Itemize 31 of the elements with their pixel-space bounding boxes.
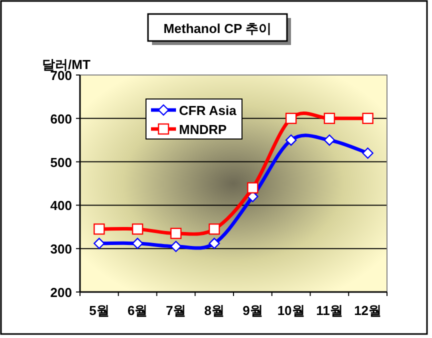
point [208,238,220,249]
point [208,223,220,235]
x-tick-label: 10월 [277,303,305,318]
y-tick-label: 200 [50,285,72,300]
point [362,148,374,159]
chart-title: Methanol CP 추이 [163,21,272,36]
x-tick-label: 5월 [89,303,110,318]
x-tick-label: 11월 [316,303,343,318]
y-tick-label: 400 [50,198,72,214]
point [285,134,297,146]
x-tick-label: 9월 [242,303,263,318]
x-tick-label: 8월 [204,303,224,318]
x-tick-label: 12월 [354,303,382,318]
point [170,228,182,240]
legend-label: MNDRP [179,122,227,137]
legend-label: CFR Asia [179,103,238,118]
point [247,182,258,194]
point [324,134,336,146]
y-tick-label: 300 [50,242,72,257]
point [94,238,105,249]
point [132,238,144,249]
point [285,112,297,124]
point [170,240,182,252]
point [94,223,105,235]
point [324,112,336,124]
point [132,223,144,235]
y-tick-label: 600 [50,111,72,126]
point [362,112,374,124]
x-tick-label: 7월 [166,303,186,318]
y-tick-label: 500 [50,154,72,170]
x-tick-label: 6월 [127,303,148,318]
